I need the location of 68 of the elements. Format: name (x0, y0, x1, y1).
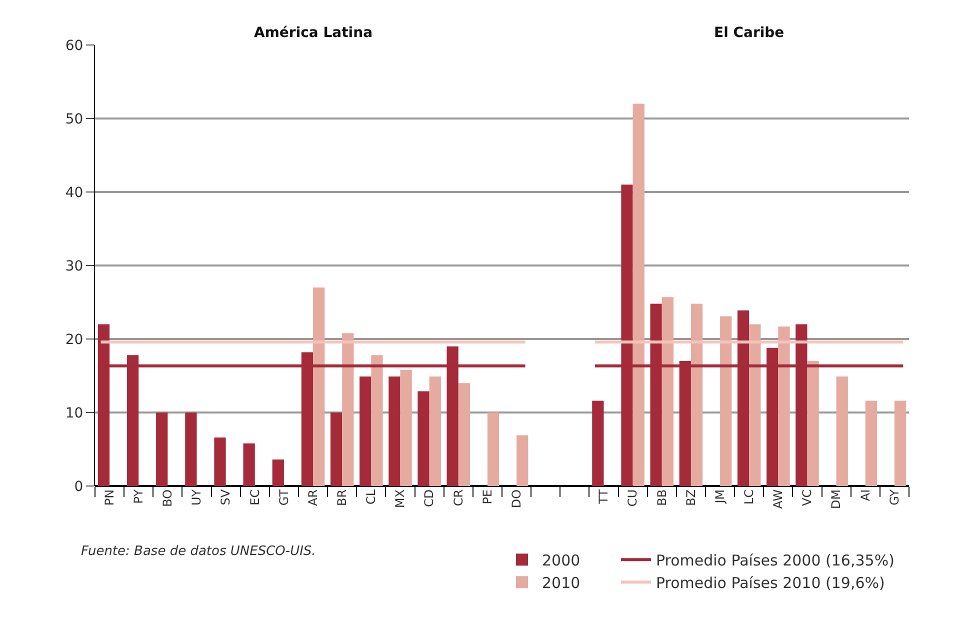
bar (214, 437, 226, 486)
bar (185, 412, 197, 486)
bar (313, 288, 325, 486)
bar (662, 297, 674, 486)
bar (720, 316, 732, 486)
x-tick-label: UY (190, 488, 204, 506)
y-tick-label: 0 (74, 478, 84, 495)
x-tick-label: AI (858, 489, 872, 502)
x-tick-label: CU (626, 489, 640, 507)
x-tick-label: TT (596, 488, 611, 505)
bar (807, 361, 819, 486)
x-tick-label: DM (829, 489, 844, 509)
x-tick-label: BB (654, 489, 669, 506)
bar (458, 383, 470, 486)
bar (749, 324, 761, 486)
y-tick-label: 40 (65, 184, 84, 201)
x-tick-label: AW (771, 489, 786, 509)
x-tick-label: GY (887, 488, 902, 506)
y-tick-label: 10 (65, 405, 84, 422)
bar (632, 104, 644, 486)
bar (418, 391, 430, 486)
bar (690, 304, 703, 486)
x-tick-label: VC (800, 489, 814, 506)
bar (371, 355, 383, 486)
bar (836, 376, 848, 486)
bar (388, 376, 400, 486)
bar (429, 376, 441, 486)
legend-label: 2010 (542, 574, 580, 592)
y-tick-label: 30 (65, 258, 84, 274)
bar (516, 435, 528, 486)
text: América Latina (254, 25, 373, 41)
x-tick-label: BR (335, 489, 350, 506)
x-tick-label: PE (480, 489, 494, 504)
legend-label: Promedio Países 2000 (16,35%) (656, 551, 894, 570)
legend-label: Promedio Países 2010 (19,6%) (656, 574, 885, 592)
bar (243, 443, 255, 486)
x-tick-label: EC (248, 489, 262, 506)
x-tick-label: CD (422, 489, 436, 508)
bar (592, 400, 604, 486)
bar (360, 376, 372, 486)
bar (272, 460, 284, 486)
x-tick-label: JM (712, 489, 727, 504)
x-tick-label: LC (742, 489, 756, 504)
source-note: Fuente: Base de datos UNESCO-UIS. (81, 544, 316, 559)
y-tick-label: 60 (65, 38, 84, 54)
bar (894, 400, 906, 486)
x-tick-label: MX (393, 489, 408, 508)
x-tick-label: AR (306, 489, 320, 506)
x-tick-label: SV (218, 488, 233, 506)
bar (156, 412, 168, 486)
x-tick-label: CR (451, 489, 466, 506)
x-tick-label: PN (102, 489, 116, 506)
x-tick-label: PY (132, 488, 146, 504)
legend-label: 2000 (542, 551, 580, 570)
x-tick-label: BZ (684, 489, 698, 506)
bar (330, 412, 342, 486)
y-tick-label: 20 (65, 332, 84, 348)
x-tick-label: DO (509, 489, 524, 508)
bar (342, 333, 354, 486)
y-tick-label: 50 (65, 111, 84, 128)
bar (487, 412, 500, 486)
bar (865, 400, 878, 486)
x-tick-label: BO (160, 489, 175, 507)
bar (778, 326, 790, 486)
x-tick-label: GT (276, 488, 291, 506)
x-tick-label: CL (364, 489, 378, 504)
bar (400, 370, 412, 486)
text: El Caribe (714, 25, 784, 41)
